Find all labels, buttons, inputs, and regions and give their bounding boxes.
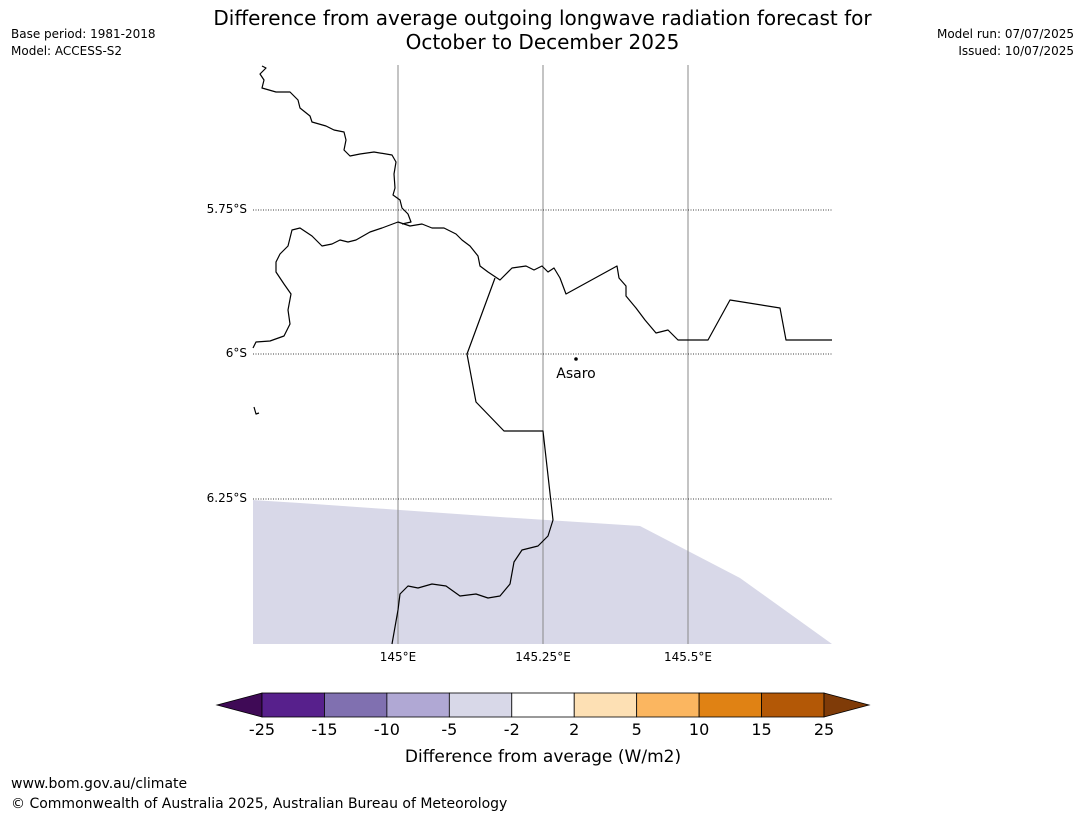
lon-label-145-25: 145.25°E — [515, 650, 571, 664]
meta-right: Model run: 07/07/2025 Issued: 10/07/2025 — [937, 26, 1074, 60]
colorbar-segment — [261, 692, 325, 718]
colorbar-tick-label: -5 — [441, 720, 457, 739]
colorbar-title: Difference from average (W/m2) — [405, 747, 681, 767]
colorbar-segment — [573, 692, 638, 718]
boundary-south — [391, 277, 554, 645]
title-line-2: October to December 2025 — [405, 30, 680, 54]
colorbar-under-arrow — [215, 692, 263, 718]
colorbar-segment — [511, 692, 575, 718]
colorbar-segment — [448, 692, 513, 718]
colorbar-segment — [698, 692, 762, 718]
base-period-text: Base period: 1981-2018 — [11, 27, 156, 41]
asaro-label: Asaro — [556, 366, 595, 382]
lon-label-145: 145°E — [380, 650, 417, 664]
colorbar-tick-label: -2 — [504, 720, 520, 739]
colorbar-segments — [261, 692, 825, 718]
lat-label-6: 6°S — [226, 346, 247, 360]
colorbar-over-arrow — [823, 692, 871, 718]
footer-copyright: © Commonwealth of Australia 2025, Austra… — [11, 796, 508, 812]
colorbar-tick-label: 2 — [569, 720, 579, 739]
boundary-north — [259, 65, 412, 225]
colorbar-segment — [324, 692, 388, 718]
colorbar-tick-label: 10 — [689, 720, 709, 739]
lon-label-145-5: 145.5°E — [664, 650, 712, 664]
lat-label-5-75: 5.75°S — [207, 202, 247, 216]
model-run-text: Model run: 07/07/2025 — [936, 27, 1074, 41]
boundary-edge-mark — [253, 406, 260, 415]
asaro-marker — [574, 357, 578, 361]
colorbar-tick-label: 25 — [814, 720, 834, 739]
colorbar-tick-label: -15 — [311, 720, 337, 739]
lat-label-6-25: 6.25°S — [207, 491, 247, 505]
footer-url: www.bom.gov.au/climate — [11, 776, 188, 792]
colorbar-tick-label: -10 — [374, 720, 400, 739]
meta-left: Base period: 1981-2018 Model: ACCESS-S2 — [11, 26, 156, 60]
footer: www.bom.gov.au/climate © Commonwealth of… — [11, 774, 507, 814]
colorbar-tick-label: -25 — [249, 720, 275, 739]
title-line-1: Difference from average outgoing longwav… — [213, 6, 872, 30]
colorbar: -25 -15 -10 -5 -2 2 5 10 15 25 Difference from av… — [215, 692, 871, 767]
chart-title: Difference from average outgoing longwav… — [0, 6, 1085, 54]
colorbar-segment — [761, 692, 825, 718]
colorbar-ticks: -25 -15 -10 -5 -2 2 5 10 15 25 — [249, 720, 834, 739]
boundary-central-west — [252, 221, 832, 349]
model-text: Model: ACCESS-S2 — [11, 44, 123, 58]
colorbar-tick-label: 5 — [632, 720, 642, 739]
colorbar-segment — [636, 692, 700, 718]
issued-text: Issued: 10/07/2025 — [958, 44, 1074, 58]
colorbar-tick-label: 15 — [751, 720, 771, 739]
boundary-lines — [252, 65, 832, 645]
colorbar-segment — [386, 692, 450, 718]
